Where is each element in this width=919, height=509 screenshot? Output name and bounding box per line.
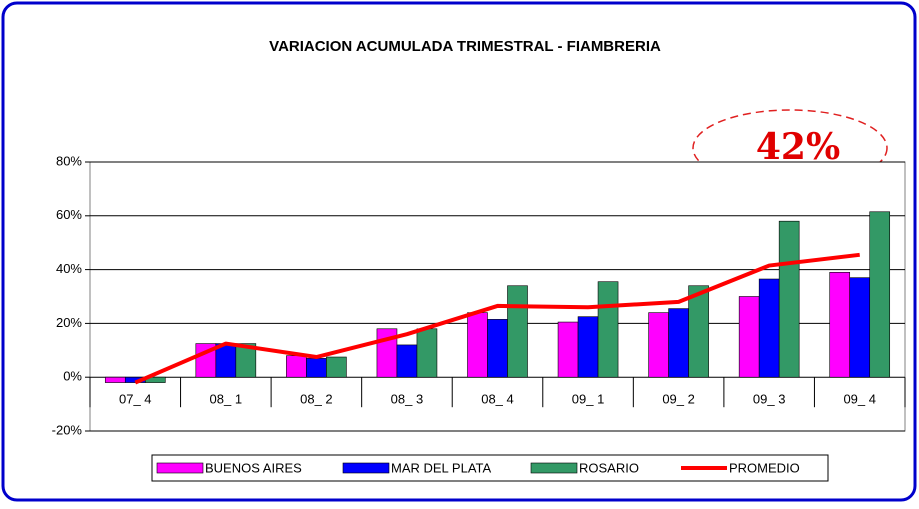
x-tick-label: 08_ 2 xyxy=(300,392,333,407)
bar xyxy=(758,278,780,378)
x-tick-label: 08_ 4 xyxy=(481,392,514,407)
x-tick-label: 09_ 1 xyxy=(572,392,605,407)
chart-title: VARIACION ACUMULADA TRIMESTRAL - FIAMBRE… xyxy=(269,38,661,55)
y-tick-label: -20% xyxy=(52,422,83,437)
bar xyxy=(597,281,619,378)
legend-swatch xyxy=(156,462,204,474)
bar xyxy=(235,343,257,378)
x-tick-label: 08_ 1 xyxy=(210,392,243,407)
line-series xyxy=(134,252,860,385)
y-tick-label: 60% xyxy=(56,207,82,222)
bar xyxy=(487,319,508,378)
bar xyxy=(507,285,528,378)
x-tick-label: 09_ 4 xyxy=(843,392,876,407)
bar xyxy=(668,308,689,378)
y-tick-label: 20% xyxy=(56,315,82,330)
legend-label: PROMEDIO xyxy=(729,460,800,475)
bar xyxy=(286,355,307,378)
x-tick-label: 09_ 3 xyxy=(753,392,786,407)
bar xyxy=(648,312,669,378)
legend-label: MAR DEL PLATA xyxy=(391,460,492,475)
annotation: 42% xyxy=(756,126,840,168)
bar xyxy=(326,356,347,378)
bar xyxy=(306,358,327,378)
bar xyxy=(778,220,800,378)
bar xyxy=(688,285,709,378)
x-tick-label: 09_ 2 xyxy=(662,392,695,407)
bar xyxy=(416,328,438,378)
bar xyxy=(577,316,599,378)
bar xyxy=(104,376,126,383)
bar xyxy=(467,312,488,378)
legend-swatch xyxy=(530,462,578,474)
x-tick-label: 08_ 3 xyxy=(391,392,424,407)
y-tick-label: 0% xyxy=(63,369,82,384)
legend-label: ROSARIO xyxy=(579,460,639,475)
bar xyxy=(396,344,418,378)
legend-swatch xyxy=(342,462,390,474)
bar xyxy=(557,321,579,378)
bar xyxy=(849,277,871,378)
y-tick-label: 40% xyxy=(56,261,82,276)
y-tick-label: 80% xyxy=(56,153,82,168)
bar xyxy=(869,211,891,378)
bar xyxy=(738,296,760,378)
bar xyxy=(829,271,851,378)
x-tick-label: 07_ 4 xyxy=(119,392,152,407)
legend-label: BUENOS AIRES xyxy=(205,460,302,475)
